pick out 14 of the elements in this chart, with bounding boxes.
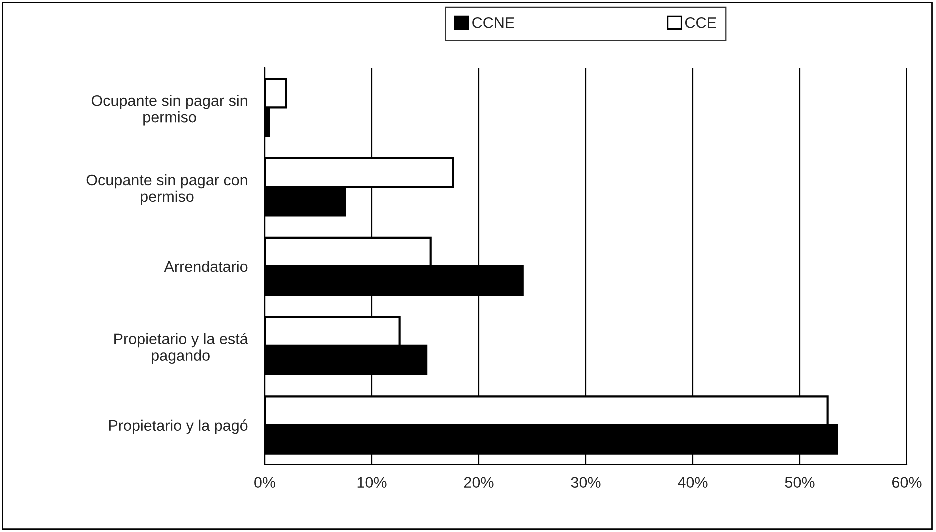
- y-tick-label: Ocupante sin pagar sin permiso: [92, 95, 248, 126]
- x-tick-label: 40%: [678, 477, 708, 488]
- x-tick-label: 60%: [892, 477, 922, 488]
- legend-label: CCE: [685, 18, 716, 28]
- x-tick-label: 10%: [358, 477, 387, 488]
- y-tick-label: Arrendatario: [164, 260, 248, 272]
- y-tick-label: Propietario y la está pagando: [114, 333, 248, 364]
- x-tick-label: 50%: [785, 477, 815, 488]
- legend-label: CCNE: [472, 18, 514, 28]
- x-tick-label: 0%: [254, 477, 276, 488]
- y-tick-label: Propietario y la pagó: [109, 420, 248, 434]
- x-tick-label: 30%: [571, 477, 601, 488]
- y-tick-label: Ocupante sin pagar con permiso: [86, 174, 248, 206]
- x-tick-label: 20%: [464, 477, 494, 488]
